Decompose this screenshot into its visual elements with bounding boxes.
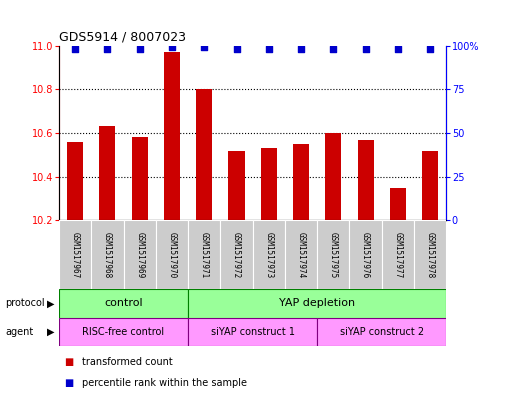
Text: ▶: ▶ xyxy=(47,327,55,337)
Bar xyxy=(414,220,446,289)
Bar xyxy=(261,148,277,220)
Bar xyxy=(382,220,414,289)
Point xyxy=(168,44,176,50)
Bar xyxy=(59,289,188,318)
Text: ■: ■ xyxy=(64,357,73,367)
Bar xyxy=(422,151,438,220)
Text: GSM1517968: GSM1517968 xyxy=(103,232,112,278)
Bar xyxy=(390,188,406,220)
Bar xyxy=(59,318,188,346)
Text: GSM1517976: GSM1517976 xyxy=(361,232,370,278)
Text: RISC-free control: RISC-free control xyxy=(83,327,165,337)
Text: transformed count: transformed count xyxy=(82,357,173,367)
Point xyxy=(426,46,435,52)
Text: ▶: ▶ xyxy=(47,298,55,309)
Bar xyxy=(188,220,221,289)
Point xyxy=(394,46,402,52)
Bar xyxy=(293,144,309,220)
Bar xyxy=(221,220,252,289)
Text: percentile rank within the sample: percentile rank within the sample xyxy=(82,378,247,388)
Text: GSM1517967: GSM1517967 xyxy=(71,232,80,278)
Text: GSM1517977: GSM1517977 xyxy=(393,232,402,278)
Bar xyxy=(164,52,180,220)
Text: GSM1517975: GSM1517975 xyxy=(329,232,338,278)
Bar xyxy=(285,220,317,289)
Bar xyxy=(59,220,91,289)
Point xyxy=(71,46,79,52)
Text: YAP depletion: YAP depletion xyxy=(279,298,356,309)
Text: control: control xyxy=(104,298,143,309)
Text: GSM1517974: GSM1517974 xyxy=(297,232,306,278)
Bar xyxy=(67,142,83,220)
Bar xyxy=(91,220,124,289)
Bar xyxy=(188,318,317,346)
Bar xyxy=(228,151,245,220)
Bar xyxy=(132,138,148,220)
Bar xyxy=(252,220,285,289)
Point xyxy=(200,44,208,50)
Bar xyxy=(317,318,446,346)
Point xyxy=(329,46,338,52)
Text: GSM1517973: GSM1517973 xyxy=(264,232,273,278)
Bar xyxy=(100,127,115,220)
Text: GSM1517970: GSM1517970 xyxy=(167,232,176,278)
Text: GSM1517971: GSM1517971 xyxy=(200,232,209,278)
Point xyxy=(232,46,241,52)
Text: GSM1517972: GSM1517972 xyxy=(232,232,241,278)
Bar xyxy=(317,220,349,289)
Bar xyxy=(358,140,373,220)
Bar xyxy=(188,289,446,318)
Text: GSM1517969: GSM1517969 xyxy=(135,232,144,278)
Text: agent: agent xyxy=(5,327,33,337)
Point xyxy=(362,46,370,52)
Bar xyxy=(124,220,156,289)
Point xyxy=(103,46,111,52)
Text: siYAP construct 1: siYAP construct 1 xyxy=(211,327,294,337)
Bar xyxy=(196,89,212,220)
Text: ■: ■ xyxy=(64,378,73,388)
Text: GSM1517978: GSM1517978 xyxy=(426,232,435,278)
Bar xyxy=(325,133,342,220)
Point xyxy=(297,46,305,52)
Text: siYAP construct 2: siYAP construct 2 xyxy=(340,327,424,337)
Point xyxy=(265,46,273,52)
Text: GDS5914 / 8007023: GDS5914 / 8007023 xyxy=(59,30,186,43)
Point xyxy=(135,46,144,52)
Bar xyxy=(349,220,382,289)
Text: protocol: protocol xyxy=(5,298,45,309)
Bar xyxy=(156,220,188,289)
